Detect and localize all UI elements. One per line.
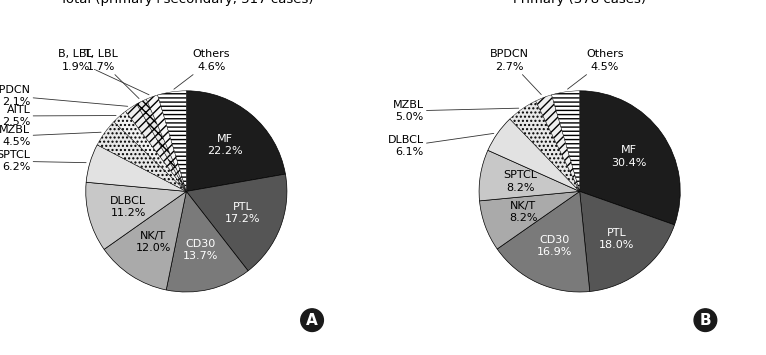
Wedge shape bbox=[126, 104, 186, 191]
Text: SPTCL
8.2%: SPTCL 8.2% bbox=[503, 170, 537, 193]
Wedge shape bbox=[104, 191, 186, 290]
Text: B, LBL
1.9%: B, LBL 1.9% bbox=[58, 49, 149, 95]
Text: T, LBL
1.7%: T, LBL 1.7% bbox=[84, 49, 139, 99]
Title: Total (primary+secondary, 517 cases): Total (primary+secondary, 517 cases) bbox=[60, 0, 313, 6]
Text: BPDCN
2.7%: BPDCN 2.7% bbox=[489, 49, 542, 94]
Text: CD30
13.7%: CD30 13.7% bbox=[182, 239, 218, 261]
Wedge shape bbox=[146, 95, 186, 191]
Text: NK/T
12.0%: NK/T 12.0% bbox=[136, 231, 171, 253]
Text: CD30
16.9%: CD30 16.9% bbox=[537, 235, 572, 257]
Text: Others
4.6%: Others 4.6% bbox=[174, 49, 231, 89]
Wedge shape bbox=[488, 119, 580, 191]
Wedge shape bbox=[186, 91, 286, 191]
Wedge shape bbox=[97, 122, 186, 191]
Wedge shape bbox=[114, 111, 186, 191]
Wedge shape bbox=[479, 150, 580, 201]
Text: BPDCN
2.1%: BPDCN 2.1% bbox=[0, 84, 128, 107]
Text: PTL
18.0%: PTL 18.0% bbox=[599, 228, 635, 250]
Text: MZBL
5.0%: MZBL 5.0% bbox=[393, 100, 519, 122]
Text: MZBL
4.5%: MZBL 4.5% bbox=[0, 125, 101, 147]
Wedge shape bbox=[510, 101, 580, 191]
Wedge shape bbox=[166, 191, 248, 292]
Wedge shape bbox=[580, 91, 680, 225]
Text: DLBCL
6.1%: DLBCL 6.1% bbox=[388, 133, 494, 157]
Text: NK/T
8.2%: NK/T 8.2% bbox=[509, 201, 537, 223]
Wedge shape bbox=[552, 91, 580, 191]
Wedge shape bbox=[480, 191, 580, 249]
Title: Primary (378 cases): Primary (378 cases) bbox=[513, 0, 647, 6]
Text: MF
30.4%: MF 30.4% bbox=[611, 145, 647, 168]
Text: MF
22.2%: MF 22.2% bbox=[208, 134, 243, 157]
Wedge shape bbox=[497, 191, 590, 292]
Wedge shape bbox=[86, 182, 186, 249]
Text: PTL
17.2%: PTL 17.2% bbox=[225, 202, 260, 224]
Wedge shape bbox=[186, 174, 287, 271]
Text: SPTCL
6.2%: SPTCL 6.2% bbox=[0, 150, 86, 173]
Wedge shape bbox=[86, 145, 186, 191]
Text: AITL
2.5%: AITL 2.5% bbox=[2, 105, 116, 127]
Text: A: A bbox=[306, 313, 318, 328]
Text: DLBCL
11.2%: DLBCL 11.2% bbox=[110, 196, 146, 218]
Wedge shape bbox=[136, 99, 186, 191]
Wedge shape bbox=[580, 191, 675, 291]
Wedge shape bbox=[535, 95, 580, 191]
Wedge shape bbox=[158, 91, 186, 191]
Text: B: B bbox=[699, 313, 711, 328]
Text: Others
4.5%: Others 4.5% bbox=[568, 49, 624, 89]
